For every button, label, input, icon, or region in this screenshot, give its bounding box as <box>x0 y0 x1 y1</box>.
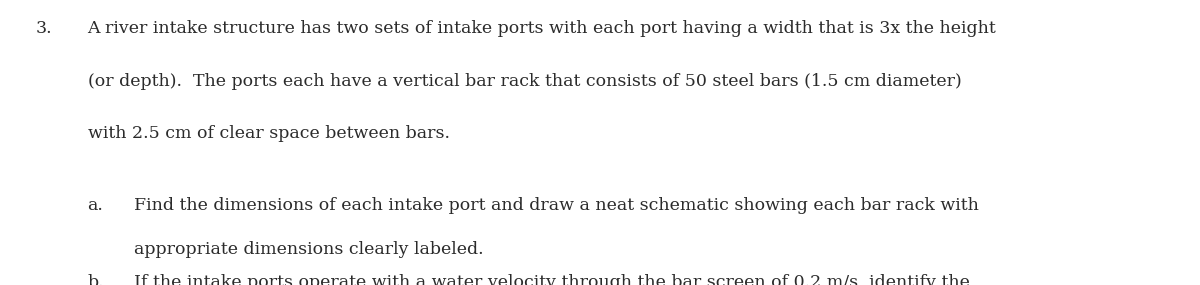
Text: A river intake structure has two sets of intake ports with each port having a wi: A river intake structure has two sets of… <box>88 20 996 37</box>
Text: Find the dimensions of each intake port and draw a neat schematic showing each b: Find the dimensions of each intake port … <box>134 197 979 214</box>
Text: 3.: 3. <box>36 20 53 37</box>
Text: (or depth).  The ports each have a vertical bar rack that consists of 50 steel b: (or depth). The ports each have a vertic… <box>88 73 961 90</box>
Text: appropriate dimensions clearly labeled.: appropriate dimensions clearly labeled. <box>134 241 484 258</box>
Text: b.: b. <box>88 274 104 285</box>
Text: with 2.5 cm of clear space between bars.: with 2.5 cm of clear space between bars. <box>88 125 450 142</box>
Text: a.: a. <box>88 197 103 214</box>
Text: If the intake ports operate with a water velocity through the bar screen of 0.2 : If the intake ports operate with a water… <box>134 274 971 285</box>
